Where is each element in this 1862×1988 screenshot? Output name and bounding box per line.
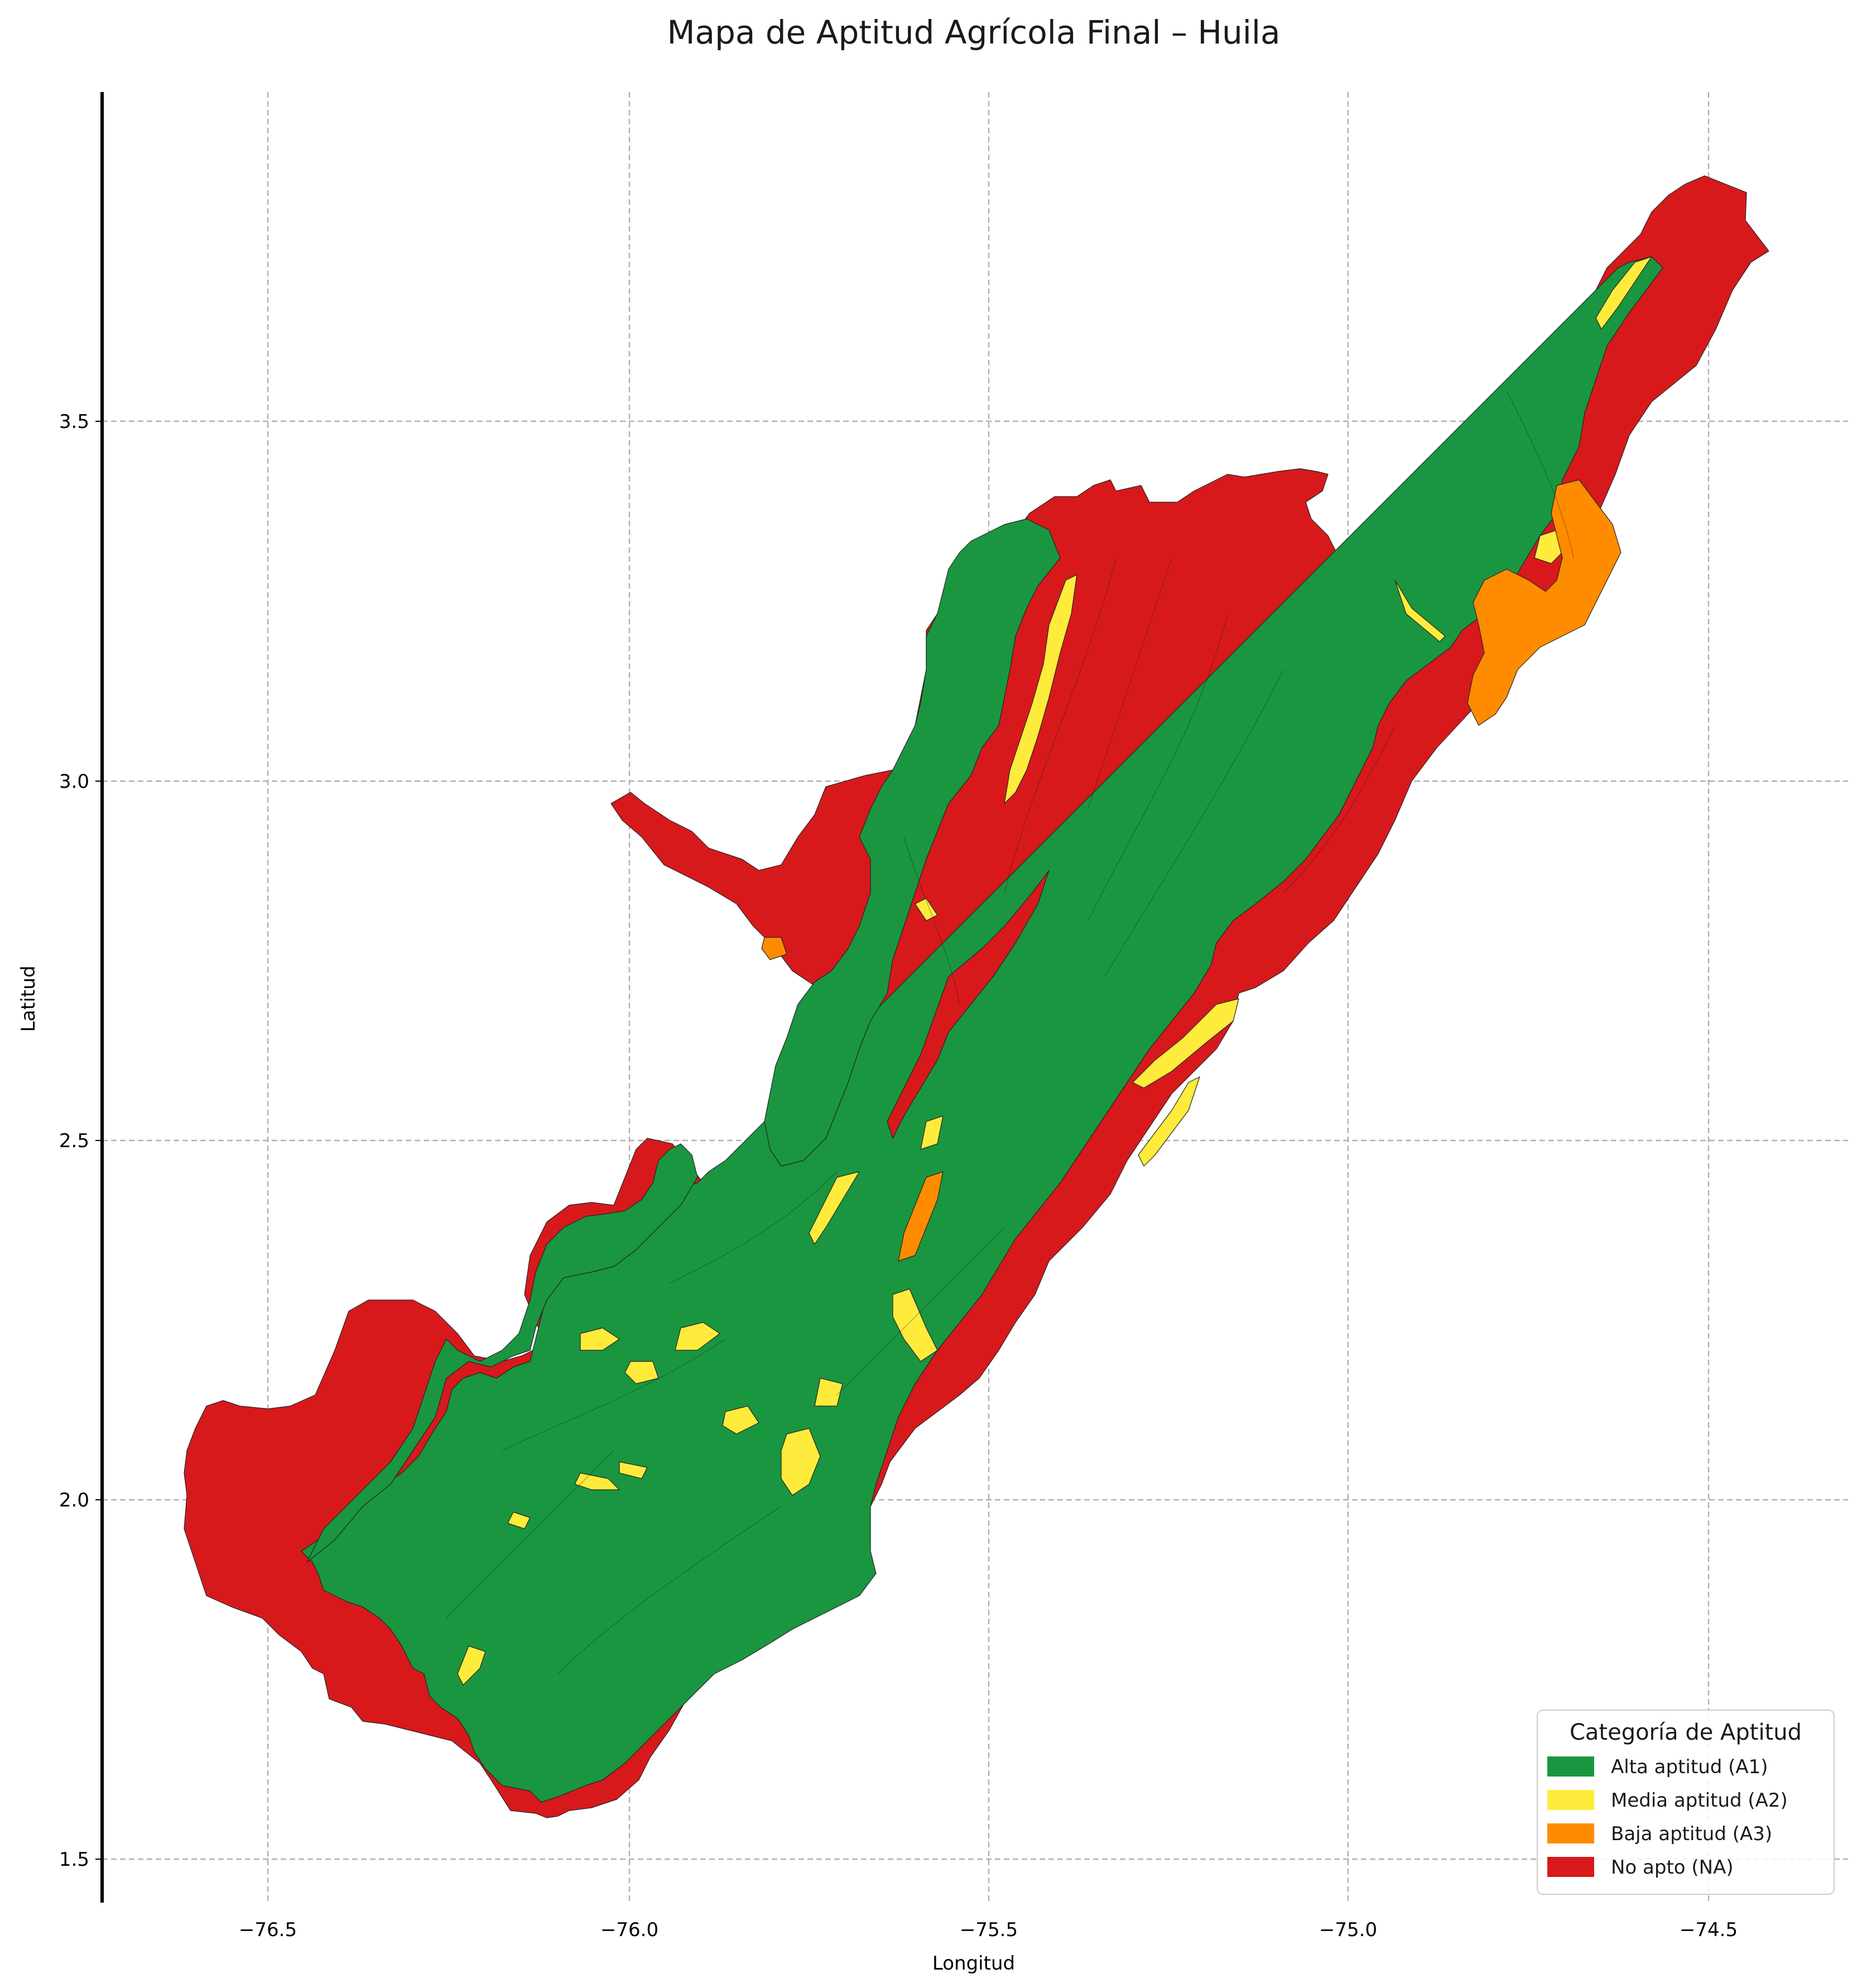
region-media-aptitud-west-i: [915, 898, 938, 921]
region-media-aptitud-west-c: [624, 1361, 659, 1384]
map-title: Mapa de Aptitud Agrícola Final – Huila: [667, 13, 1280, 51]
region-media-aptitud-central-b: [1138, 1076, 1200, 1167]
legend-title: Categoría de Aptitud: [1570, 1720, 1802, 1745]
legend-label-a1: Alta aptitud (A1): [1611, 1756, 1768, 1778]
region-media-aptitud-west-g: [457, 1645, 486, 1686]
region-baja-aptitud-west: [761, 937, 787, 960]
x-axis-label: Longitud: [932, 1952, 1015, 1975]
y-ticks: 3.5 3.0 2.5 2.0 1.5: [59, 411, 102, 1871]
region-media-aptitud-west-d: [722, 1405, 759, 1435]
region-media-aptitud-central-a: [1132, 998, 1239, 1089]
region-media-aptitud-west-b: [675, 1322, 720, 1351]
region-media-aptitud-west-j: [920, 1115, 944, 1150]
legend-label-na: No apto (NA): [1611, 1856, 1734, 1879]
x-ticks: −76.5 −76.0 −75.5 −75.0 −74.5: [239, 1919, 1738, 1941]
legend-swatch-a3: [1547, 1823, 1594, 1843]
legend-box: [1537, 1710, 1835, 1895]
y-tick-label: 3.0: [59, 771, 89, 793]
y-tick-label: 1.5: [59, 1849, 89, 1871]
x-tick-label: −76.0: [600, 1919, 658, 1941]
region-baja-aptitud-ne: [1467, 479, 1622, 726]
region-alta-aptitud-main: [301, 256, 1663, 1803]
region-media-aptitud-west-e: [574, 1472, 620, 1490]
map-regions: [184, 175, 1769, 1818]
legend-swatch-na: [1547, 1857, 1594, 1877]
legend-label-a3: Baja aptitud (A3): [1611, 1823, 1772, 1845]
region-media-aptitud-central-e: [809, 1171, 860, 1245]
x-tick-label: −74.5: [1680, 1919, 1738, 1941]
x-tick-label: −75.5: [960, 1919, 1018, 1941]
legend-swatch-a2: [1547, 1790, 1594, 1810]
x-tick-label: −76.5: [239, 1919, 297, 1941]
y-tick-label: 3.5: [59, 411, 89, 433]
region-no-apto-central-corridor: [887, 870, 1050, 1139]
region-media-aptitud-west-h: [814, 1378, 843, 1407]
legend: Categoría de Aptitud Alta aptitud (A1) M…: [1537, 1710, 1835, 1895]
region-media-aptitud-west-a: [580, 1327, 620, 1351]
y-tick-label: 2.0: [59, 1489, 89, 1512]
region-baja-aptitud-central: [898, 1171, 944, 1262]
region-media-aptitud-central-c: [892, 1288, 938, 1362]
map-contours: [446, 390, 1574, 1674]
region-media-aptitud-west-l: [1394, 580, 1446, 642]
x-tick-label: −75.0: [1319, 1919, 1377, 1941]
legend-swatch-a1: [1547, 1756, 1594, 1777]
legend-label-a2: Media aptitud (A2): [1611, 1789, 1788, 1812]
region-media-aptitud-ne: [1595, 256, 1652, 330]
region-alta-aptitud-northwest: [764, 518, 1061, 1167]
region-media-aptitud-west-k: [507, 1512, 531, 1529]
region-media-aptitud-west-f: [619, 1461, 648, 1479]
region-alta-aptitud-west: [306, 1143, 698, 1563]
region-media-aptitud-central-d: [781, 1428, 821, 1496]
y-axis-label: Latitud: [17, 965, 40, 1032]
y-tick-label: 2.5: [59, 1130, 89, 1152]
region-media-aptitud-strip-north: [1004, 574, 1077, 804]
